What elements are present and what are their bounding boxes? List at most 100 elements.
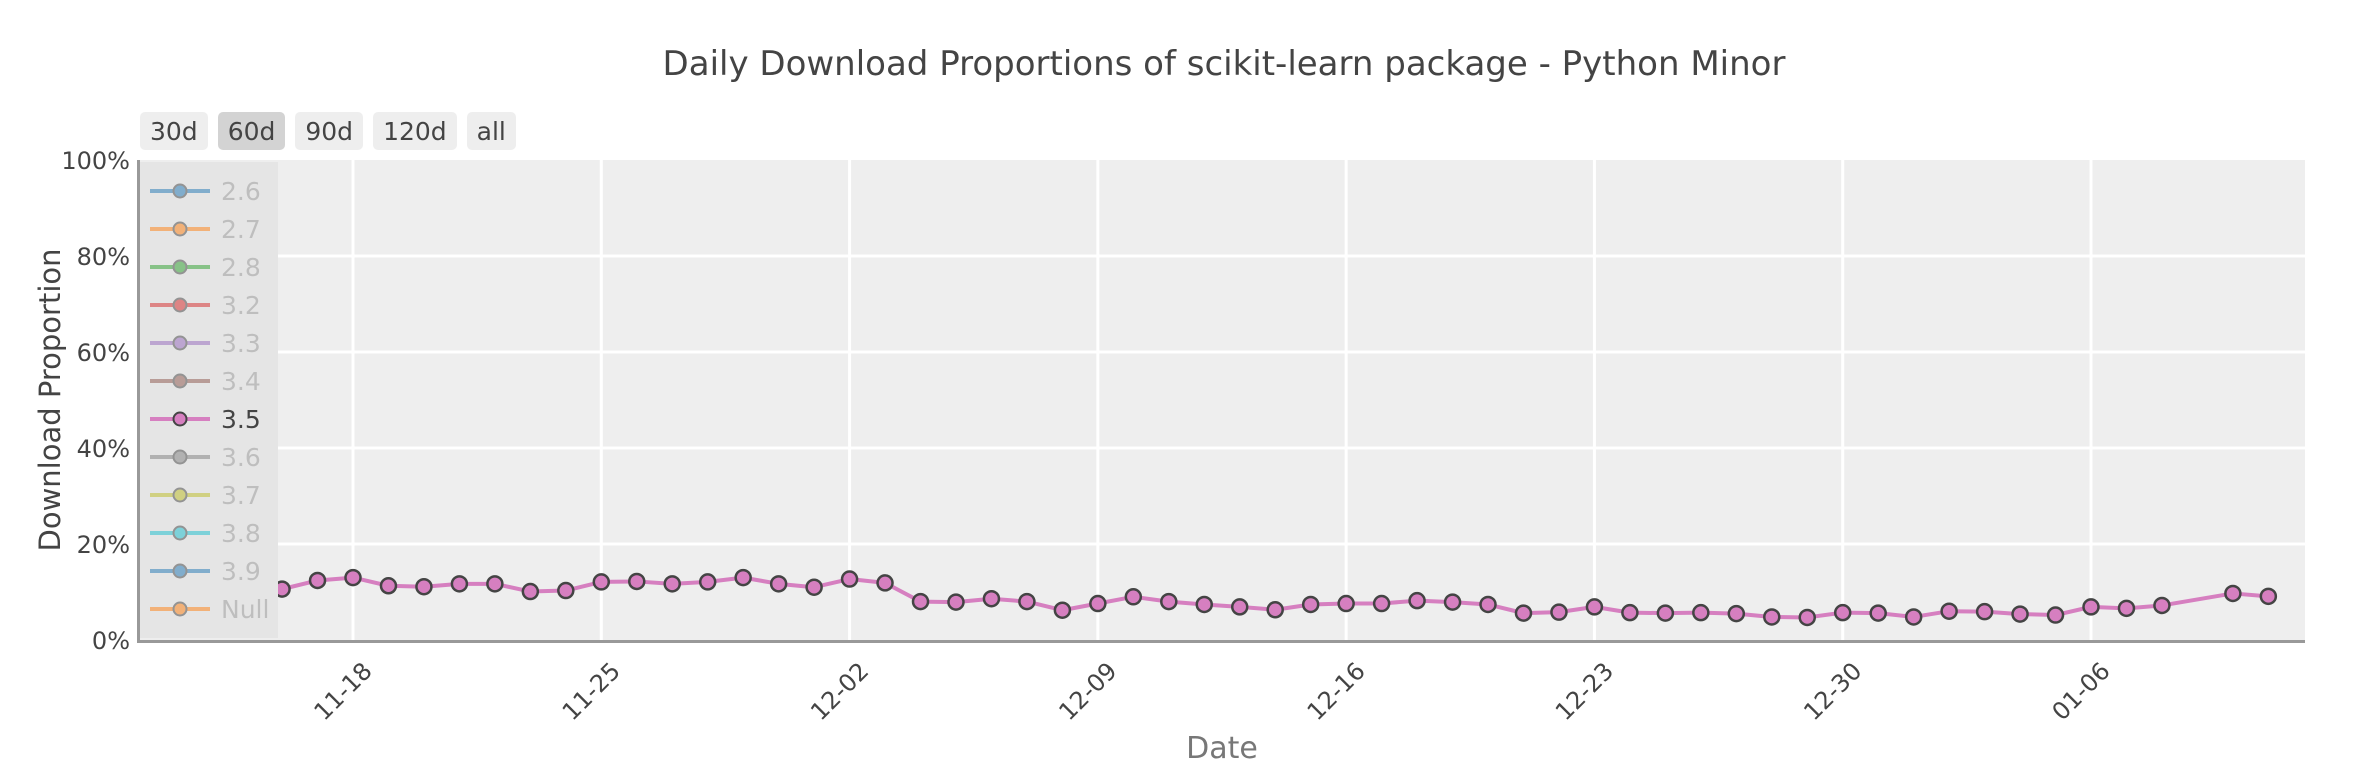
data-point[interactable] [2117, 599, 2136, 618]
data-point[interactable] [1514, 604, 1533, 622]
y-axis-title: Download Proportion [33, 249, 67, 552]
x-tick-label: 12-16 [1302, 657, 1371, 726]
data-point[interactable] [1479, 595, 1497, 614]
data-point[interactable] [1550, 603, 1568, 621]
range-button-all[interactable]: all [466, 112, 516, 150]
legend-label: 3.3 [221, 329, 261, 358]
legend-marker-icon [172, 601, 188, 617]
data-point[interactable] [1940, 602, 1958, 620]
data-point[interactable] [1443, 593, 1462, 611]
legend-label: 2.8 [221, 253, 261, 282]
legend-item-3-5[interactable]: 3.5 [150, 405, 261, 434]
plot-area[interactable] [137, 160, 2305, 640]
data-point[interactable] [911, 592, 930, 611]
y-tick-label: 100% [61, 147, 130, 175]
range-selector: 30d 60d 90d 120d all [140, 112, 516, 150]
legend-item-2-8[interactable]: 2.8 [150, 253, 261, 282]
data-point[interactable] [698, 573, 717, 591]
legend-marker-icon [172, 335, 188, 351]
data-point[interactable] [521, 582, 540, 601]
data-point[interactable] [1089, 594, 1107, 613]
range-button-60d[interactable]: 60d [217, 112, 286, 150]
data-point[interactable] [2153, 596, 2171, 615]
data-point[interactable] [1763, 608, 1781, 626]
data-point[interactable] [1124, 588, 1143, 606]
data-point[interactable] [840, 570, 859, 588]
data-point[interactable] [734, 568, 752, 587]
data-point[interactable] [379, 577, 398, 595]
range-button-30d[interactable]: 30d [140, 112, 208, 150]
legend-item-2-7[interactable]: 2.7 [150, 215, 261, 244]
x-tick-label: 12-02 [805, 657, 874, 726]
data-point[interactable] [1869, 604, 1887, 622]
legend-marker-icon [172, 411, 188, 427]
legend-marker-icon [172, 449, 188, 465]
data-point[interactable] [557, 581, 575, 600]
data-point[interactable] [628, 572, 646, 591]
data-point[interactable] [1621, 603, 1639, 622]
legend-marker-icon [172, 525, 188, 541]
legend-label: 3.7 [221, 481, 261, 510]
legend-marker-icon [172, 221, 188, 237]
data-point[interactable] [1408, 591, 1426, 610]
y-tick-label: 20% [77, 531, 130, 559]
data-point[interactable] [1798, 608, 1816, 627]
data-point[interactable] [1904, 608, 1923, 626]
data-point[interactable] [1266, 601, 1284, 619]
x-tick-label: 11-25 [557, 657, 626, 726]
series-3-5-line[interactable] [273, 568, 2278, 627]
x-tick-label: 01-06 [2047, 657, 2116, 726]
data-point[interactable] [415, 577, 433, 596]
data-point[interactable] [1692, 603, 1710, 622]
data-point[interactable] [1656, 604, 1675, 622]
y-tick-label: 60% [77, 339, 130, 367]
data-point[interactable] [1372, 594, 1391, 613]
data-point[interactable] [344, 568, 362, 587]
data-point[interactable] [1160, 592, 1178, 611]
data-point[interactable] [2046, 606, 2065, 624]
data-point[interactable] [663, 575, 681, 593]
legend-item-3-3[interactable]: 3.3 [150, 329, 261, 358]
legend-item-3-4[interactable]: 3.4 [150, 367, 261, 396]
range-button-120d[interactable]: 120d [373, 112, 457, 150]
data-point[interactable] [1585, 598, 1604, 616]
legend-marker-icon [172, 259, 188, 275]
data-point[interactable] [1195, 595, 1214, 614]
data-point[interactable] [1727, 604, 1746, 623]
data-point[interactable] [592, 573, 611, 591]
data-point[interactable] [769, 575, 788, 593]
data-point[interactable] [2259, 587, 2278, 606]
data-point[interactable] [1301, 595, 1320, 614]
data-point[interactable] [805, 578, 823, 596]
data-point[interactable] [1018, 592, 1036, 611]
data-point[interactable] [486, 575, 504, 593]
data-point[interactable] [2224, 584, 2242, 603]
range-button-90d[interactable]: 90d [295, 112, 364, 150]
data-point[interactable] [1053, 601, 1072, 619]
legend-label: 3.5 [221, 405, 261, 434]
data-point[interactable] [1337, 594, 1355, 613]
y-tick-label: 40% [77, 435, 130, 463]
data-point[interactable] [308, 571, 327, 590]
y-axis-ticks: 0% 20% 40% 60% 80% 100% [61, 147, 130, 655]
data-point[interactable] [2011, 605, 2029, 623]
legend-marker-icon [172, 373, 188, 389]
data-point[interactable] [876, 574, 894, 592]
data-point[interactable] [1230, 598, 1249, 616]
legend-item-3-2[interactable]: 3.2 [150, 291, 261, 320]
y-tick-label: 0% [92, 627, 130, 655]
legend-item-null[interactable]: Null [150, 595, 269, 624]
data-point[interactable] [1975, 602, 1994, 621]
legend-item-3-6[interactable]: 3.6 [150, 443, 261, 472]
legend-item-3-9[interactable]: 3.9 [150, 557, 261, 586]
legend-item-3-7[interactable]: 3.7 [150, 481, 261, 510]
legend-item-3-8[interactable]: 3.8 [150, 519, 261, 548]
legend-marker-icon [172, 563, 188, 579]
data-point[interactable] [2082, 598, 2100, 616]
legend-item-2-6[interactable]: 2.6 [150, 177, 261, 206]
data-point[interactable] [1833, 603, 1852, 622]
data-point[interactable] [450, 575, 469, 593]
data-point[interactable] [982, 589, 1001, 608]
data-point[interactable] [947, 593, 965, 611]
